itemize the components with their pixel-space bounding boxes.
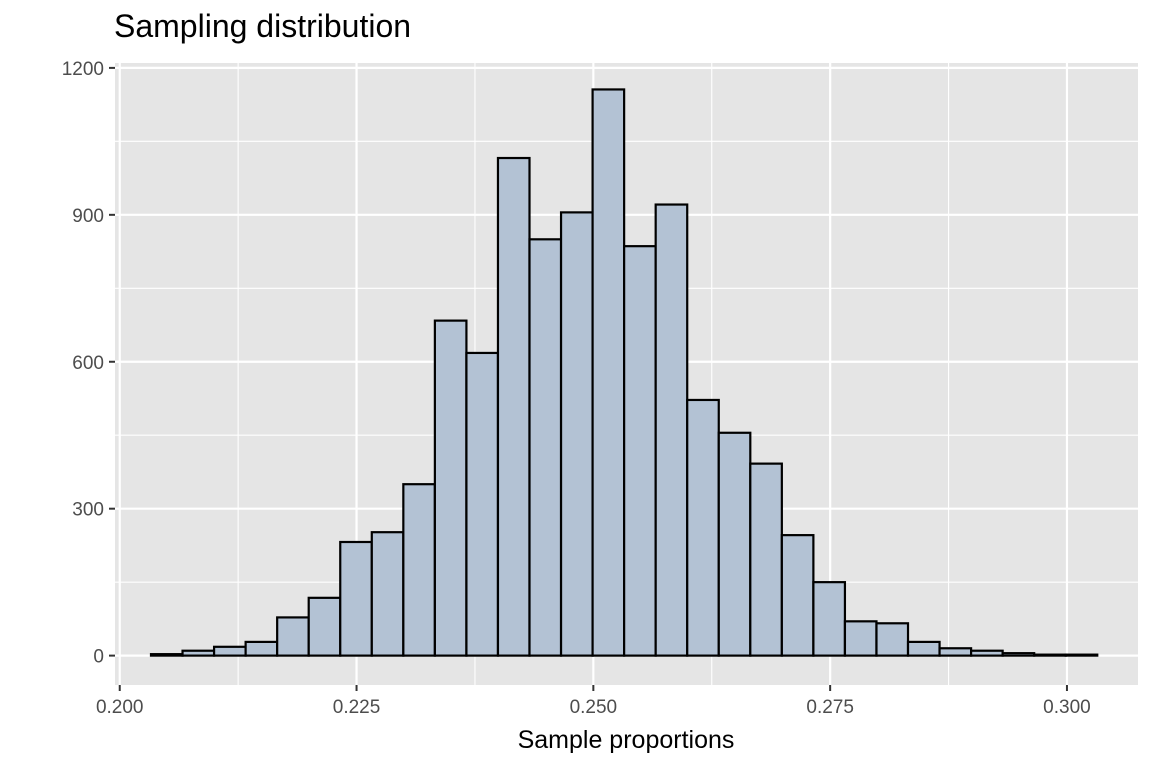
bars [149, 88, 1099, 657]
histogram-bar [149, 653, 184, 657]
histogram-bar [906, 640, 941, 657]
histogram-bar [307, 596, 342, 657]
histogram-bar [875, 622, 910, 657]
histogram-bar [686, 398, 720, 657]
histogram-bar [654, 203, 689, 657]
histogram-bar [938, 647, 973, 657]
x-tick-label: 0.250 [570, 697, 618, 718]
y-axis: 0 300 600 900 1200 [62, 59, 115, 668]
histogram-bar [402, 483, 436, 657]
histogram-bar [496, 156, 531, 657]
x-tick-label: 0.225 [333, 697, 381, 718]
histogram-bar [969, 649, 1004, 657]
histogram-bar [717, 431, 752, 657]
histogram-bar [244, 640, 279, 657]
histogram-bar [591, 88, 626, 657]
y-tick-label: 0 [93, 647, 104, 668]
x-tick-label: 0.200 [96, 697, 144, 718]
y-tick-label: 600 [72, 353, 104, 374]
x-tick-label: 0.275 [806, 697, 854, 718]
y-tick-label: 300 [72, 500, 104, 521]
histogram-bar [212, 645, 247, 657]
histogram-bar [623, 245, 657, 657]
chart-title: Sampling distribution [114, 8, 412, 44]
histogram-bar [1033, 653, 1067, 657]
histogram-bar [559, 211, 594, 657]
y-tick-label: 1200 [62, 59, 104, 80]
histogram-bar [812, 581, 847, 657]
histogram-bar [1001, 652, 1036, 657]
histogram-bar [1064, 653, 1099, 657]
histogram-bar [276, 616, 310, 657]
histogram-bar [749, 462, 783, 657]
x-axis: 0.200 0.225 0.250 0.275 0.300 [96, 685, 1091, 718]
histogram-bar [528, 238, 563, 657]
y-tick-label: 900 [72, 206, 104, 227]
histogram-bar [181, 649, 216, 657]
histogram-bar [433, 319, 468, 657]
histogram-bar [339, 540, 373, 657]
histogram-bar [780, 534, 815, 657]
x-tick-label: 0.300 [1043, 697, 1091, 718]
histogram-bar [465, 351, 500, 657]
histogram-bar [370, 531, 405, 657]
x-axis-title: Sample proportions [518, 726, 735, 754]
histogram-bar [843, 620, 878, 657]
